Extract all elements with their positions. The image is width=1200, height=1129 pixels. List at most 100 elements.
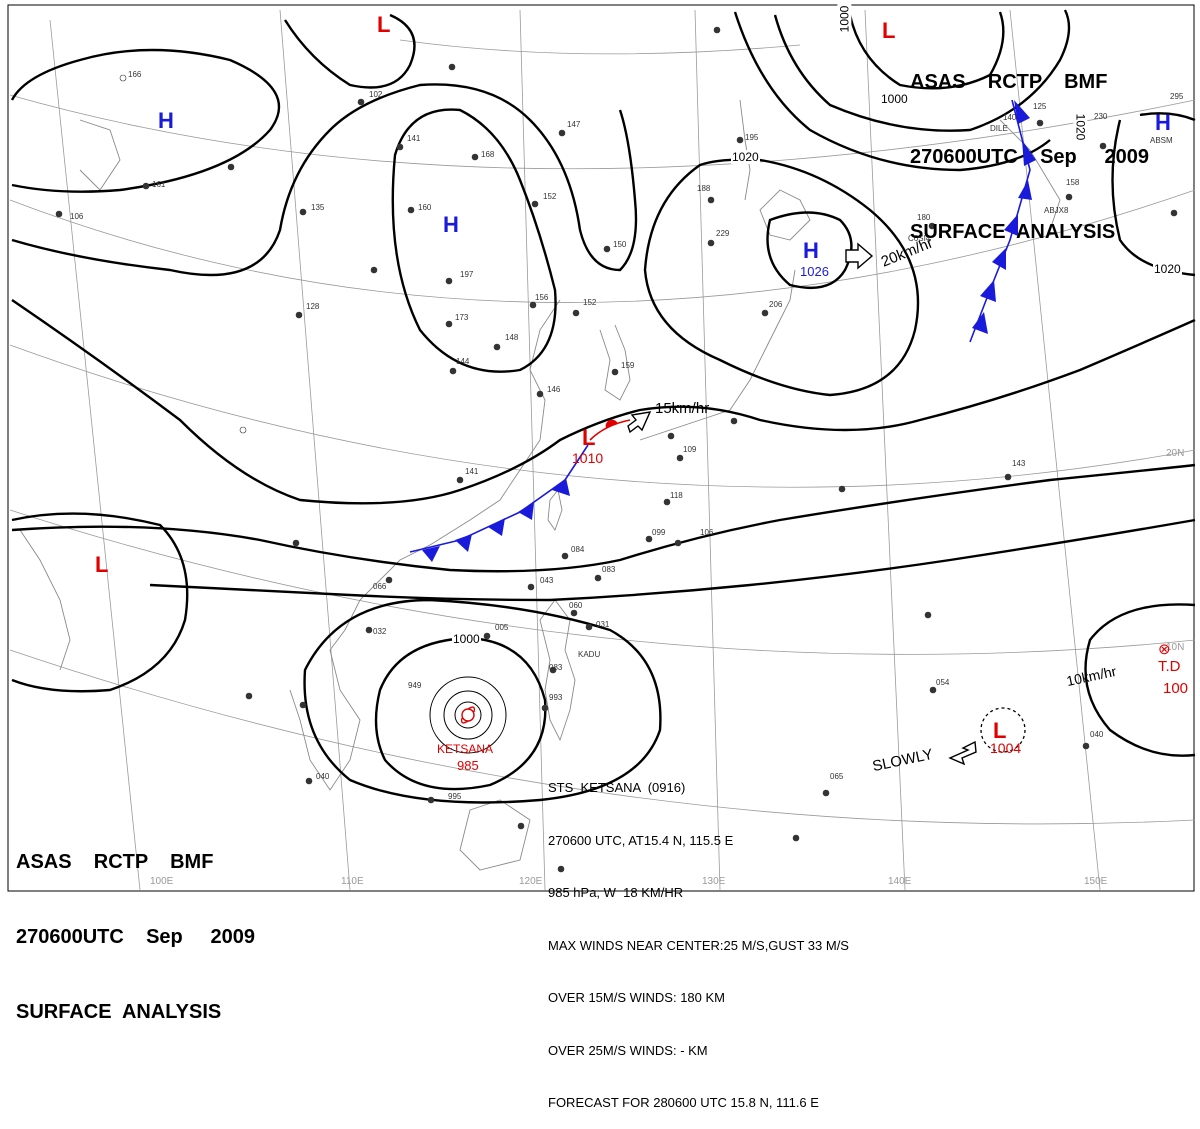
coast-japan xyxy=(639,269,796,441)
typhoon-info-line: FORECAST FOR 280600 UTC 15.8 N, 111.6 E xyxy=(548,1095,819,1110)
isobar-label-1000: 1000 xyxy=(452,632,481,646)
isobar-east-high-2 xyxy=(1139,112,1196,122)
station-pressure: 143 xyxy=(1012,459,1026,468)
station-pressure: 230 xyxy=(1094,112,1108,121)
front-pip xyxy=(455,534,472,552)
station-dot xyxy=(245,692,253,700)
station-pressure: 065 xyxy=(830,772,844,781)
isobar-typhoon-1000 xyxy=(374,636,547,791)
station-pressure: 099 xyxy=(652,528,666,537)
station-dot xyxy=(527,583,535,591)
high-symbol-east: H xyxy=(1155,110,1171,135)
station-dot xyxy=(730,417,738,425)
coast-borneo xyxy=(459,799,531,871)
isobars xyxy=(10,9,1196,804)
station-pressure: 040 xyxy=(316,772,330,781)
station-pressure: 188 xyxy=(697,184,711,193)
isobar-mongolia-high xyxy=(391,108,557,373)
high-pressure-1026: 1026 xyxy=(800,264,829,279)
station-dot xyxy=(119,74,127,82)
station-pressure: 141 xyxy=(465,467,479,476)
station-dot xyxy=(570,609,578,617)
weather-map xyxy=(7,4,1196,892)
low-symbol-ne: L xyxy=(882,18,896,43)
station-pressure: 040 xyxy=(1090,730,1104,739)
station-pressure: 229 xyxy=(716,229,730,238)
typhoon-info-line: 270600 UTC, AT15.4 N, 115.5 E xyxy=(548,832,734,848)
station-dot xyxy=(928,222,936,230)
map-frame xyxy=(7,4,1195,892)
station-dot xyxy=(924,611,932,619)
cold-front-east xyxy=(969,99,1036,343)
warm-front xyxy=(589,419,631,441)
station-dot xyxy=(295,311,303,319)
station-pressure: 144 xyxy=(456,357,470,366)
isobar-nw-low xyxy=(283,13,416,89)
low-1004-dashed-circle xyxy=(980,707,1026,753)
station-pressure: 206 xyxy=(769,300,783,309)
station-pressure: 173 xyxy=(455,313,469,322)
station-pressure: 195 xyxy=(745,133,759,142)
station-pressure: 152 xyxy=(583,298,597,307)
isobar-nw-high-left xyxy=(10,48,281,193)
station-dot xyxy=(663,498,671,506)
station-dot xyxy=(456,476,464,484)
typhoon-symbol xyxy=(460,706,476,724)
station-dot xyxy=(549,666,557,674)
lon-label-150e: 150E xyxy=(1084,876,1108,887)
parallel-50n xyxy=(399,39,801,55)
station-dot xyxy=(585,623,593,631)
station-dot xyxy=(292,539,300,547)
station-pressure: 084 xyxy=(571,545,585,554)
station-id: ABSM xyxy=(1150,136,1173,145)
station-dot xyxy=(736,136,744,144)
typhoon-ring-1 xyxy=(429,676,507,754)
station-dot xyxy=(396,143,404,151)
isobar-asia-main xyxy=(11,299,1196,505)
station-dot xyxy=(594,574,602,582)
coast-taiwan xyxy=(547,488,563,531)
station-dot xyxy=(536,390,544,398)
station-pressure: 043 xyxy=(540,576,554,585)
station-dot xyxy=(676,454,684,462)
isobar-kamchatka-low-1 xyxy=(848,11,1005,90)
td-pressure: 100 xyxy=(1163,680,1189,697)
station-dot xyxy=(299,701,307,709)
station-dot xyxy=(449,367,457,375)
station-pressure: 166 xyxy=(128,70,142,79)
station-dot xyxy=(1065,193,1073,201)
high-symbol-1026: H xyxy=(803,238,819,263)
high-symbol: H xyxy=(443,212,459,237)
station-pressure: 148 xyxy=(505,333,519,342)
typhoon-pressure: 985 xyxy=(457,758,479,773)
coast-philippines xyxy=(539,599,576,742)
td-label: T.D xyxy=(1158,658,1181,675)
station-dot xyxy=(529,301,537,309)
lat-label-10n: 10N xyxy=(1166,642,1185,653)
typhoon-spiral xyxy=(460,706,476,724)
warm-front-bump xyxy=(605,419,618,428)
station-dot xyxy=(674,539,682,547)
front-pip xyxy=(980,280,996,302)
front-pip xyxy=(1022,140,1036,166)
station-id: ABJX8 xyxy=(1044,206,1069,215)
station-dot xyxy=(561,552,569,560)
station-dot xyxy=(1004,473,1012,481)
station-dot xyxy=(792,834,800,842)
station-dot xyxy=(445,320,453,328)
station-dot xyxy=(471,153,479,161)
station-dot xyxy=(1082,742,1090,750)
station-dot xyxy=(427,796,435,804)
station-dot xyxy=(572,309,580,317)
meridian-130e xyxy=(694,9,721,891)
motion-label-low-1010: 15km/hr xyxy=(655,400,710,417)
isobar-label-1020: 1020 xyxy=(1153,262,1182,276)
isobar-south-2 xyxy=(149,518,1196,602)
header-bottom-left: ASAS RCTP BMF 270600UTC Sep 2009 SURFACE… xyxy=(16,800,255,1050)
isobar-td-east xyxy=(1084,603,1196,757)
station-dot xyxy=(445,277,453,285)
station-dot xyxy=(707,196,715,204)
station-pressure: 106 xyxy=(700,528,714,537)
station-dot xyxy=(611,368,619,376)
station-dot xyxy=(667,432,675,440)
